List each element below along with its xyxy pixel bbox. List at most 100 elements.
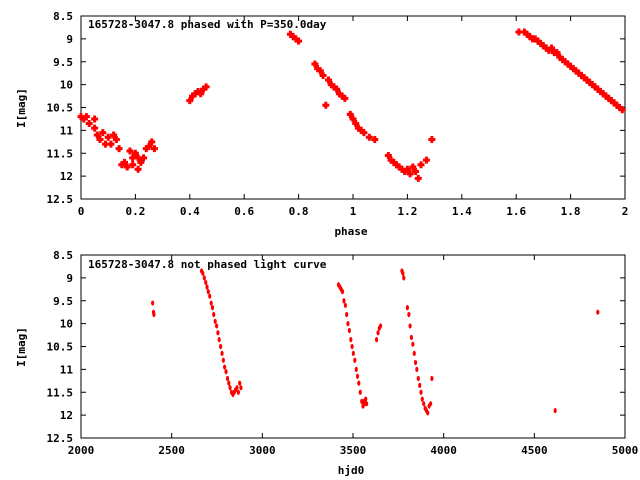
data-point — [224, 369, 228, 375]
data-point — [311, 60, 319, 68]
data-point — [333, 85, 341, 93]
y-tick-label: 10.5 — [47, 102, 74, 115]
data-point — [140, 154, 148, 162]
data-point — [407, 311, 411, 318]
data-point — [131, 149, 139, 157]
y-tick-label: 11.5 — [47, 386, 74, 399]
data-point — [316, 67, 324, 75]
data-point — [228, 385, 232, 391]
y-tick-label: 10 — [60, 318, 73, 331]
data-point — [403, 165, 411, 173]
data-point — [319, 71, 327, 79]
data-point — [371, 136, 379, 144]
data-point — [145, 142, 153, 150]
y-tick-label: 8.5 — [53, 249, 73, 262]
data-point — [405, 305, 409, 311]
data-point — [110, 131, 118, 139]
data-point — [295, 37, 303, 45]
data-point — [206, 289, 210, 295]
data-point — [353, 357, 357, 363]
y-tick-label: 11.5 — [47, 147, 74, 160]
x-tick-label: 4000 — [430, 444, 457, 457]
data-point — [349, 115, 357, 123]
data-point — [365, 401, 369, 407]
data-point — [349, 337, 353, 343]
data-point — [402, 275, 406, 281]
data-point — [416, 375, 420, 382]
data-point — [355, 373, 360, 379]
data-point — [205, 284, 209, 290]
data-point — [204, 279, 208, 286]
data-point — [134, 165, 142, 173]
data-point — [150, 145, 158, 153]
x-axis-label: phase — [334, 225, 367, 238]
x-axis-ticks: 0 0.2 0.4 0.6 0.8 1 1.2 1.4 1.6 1.8 2 — [78, 16, 628, 218]
data-point — [239, 385, 243, 391]
data-point — [137, 158, 145, 166]
data-point — [422, 401, 426, 407]
data-point — [343, 302, 347, 308]
data-point — [411, 341, 415, 347]
data-point — [357, 380, 361, 386]
x-tick-label: 0.2 — [125, 205, 145, 218]
y-tick-label: 12.5 — [47, 193, 74, 206]
x-axis-label: hjd0 — [338, 464, 365, 477]
data-point — [148, 138, 156, 146]
data-point — [219, 343, 223, 350]
data-point — [322, 101, 330, 109]
phased-light-curve-panel: 0 0.2 0.4 0.6 0.8 1 1.2 1.4 1.6 1.8 2 8.5 9 9.5 10 10.… — [15, 10, 628, 238]
data-point — [417, 161, 425, 169]
data-point — [227, 380, 231, 386]
data-point — [223, 364, 227, 370]
data-point — [419, 389, 423, 395]
data-points — [151, 268, 600, 416]
data-point — [104, 133, 112, 141]
data-point — [346, 321, 350, 327]
data-point — [414, 174, 422, 182]
x-tick-label: 2500 — [158, 444, 185, 457]
data-point — [412, 350, 416, 356]
data-point — [596, 309, 600, 315]
data-point — [341, 94, 349, 102]
y-tick-label: 12.5 — [47, 432, 74, 445]
x-tick-label: 0.8 — [289, 205, 309, 218]
data-point — [121, 158, 129, 166]
y-tick-label: 11 — [60, 124, 74, 137]
data-point — [415, 366, 419, 372]
x-tick-label: 1.4 — [452, 205, 472, 218]
data-point — [216, 330, 220, 336]
data-point — [213, 318, 217, 324]
y-axis-label: I[mag] — [15, 327, 28, 367]
data-point — [413, 359, 418, 366]
data-point — [412, 168, 420, 176]
data-point — [96, 136, 104, 144]
data-point — [553, 49, 561, 57]
data-point — [351, 350, 355, 356]
data-point — [202, 83, 210, 91]
x-tick-label: 5000 — [612, 444, 639, 457]
data-point — [217, 337, 221, 343]
data-point — [208, 293, 212, 299]
data-point — [374, 337, 379, 343]
y-tick-label: 11 — [60, 363, 74, 376]
data-point — [236, 389, 240, 395]
x-axis-ticks: 2000 2500 3000 3500 4000 4500 5000 — [68, 255, 639, 457]
data-point — [201, 270, 205, 276]
data-point — [418, 382, 422, 388]
y-axis-ticks: 8.5 9 9.5 10 10.5 11 11.5 12 12.5 — [47, 10, 625, 206]
data-points — [77, 28, 626, 182]
data-point — [426, 410, 430, 416]
data-point — [210, 305, 215, 311]
data-point — [202, 275, 206, 281]
data-point — [340, 289, 345, 295]
data-point — [430, 375, 434, 382]
data-point — [376, 330, 380, 336]
data-point — [548, 44, 556, 52]
x-tick-label: 0 — [78, 205, 85, 218]
data-point — [152, 311, 156, 318]
data-point — [360, 129, 368, 137]
y-tick-label: 8.5 — [53, 10, 73, 23]
data-point — [99, 129, 107, 137]
data-point — [151, 300, 155, 306]
y-tick-label: 9 — [66, 272, 73, 285]
